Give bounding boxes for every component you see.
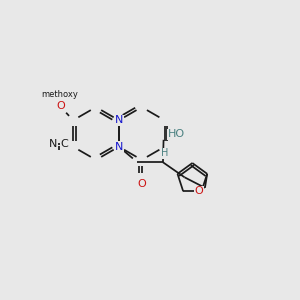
Text: H: H (161, 148, 168, 158)
Text: O: O (137, 178, 146, 189)
Text: O: O (56, 101, 65, 111)
Text: methoxy: methoxy (41, 90, 78, 99)
Text: N: N (49, 139, 57, 149)
Text: HO: HO (168, 129, 185, 140)
Text: O: O (195, 186, 203, 196)
Text: N: N (115, 115, 123, 125)
Text: C: C (60, 139, 68, 149)
Text: N: N (115, 142, 123, 152)
